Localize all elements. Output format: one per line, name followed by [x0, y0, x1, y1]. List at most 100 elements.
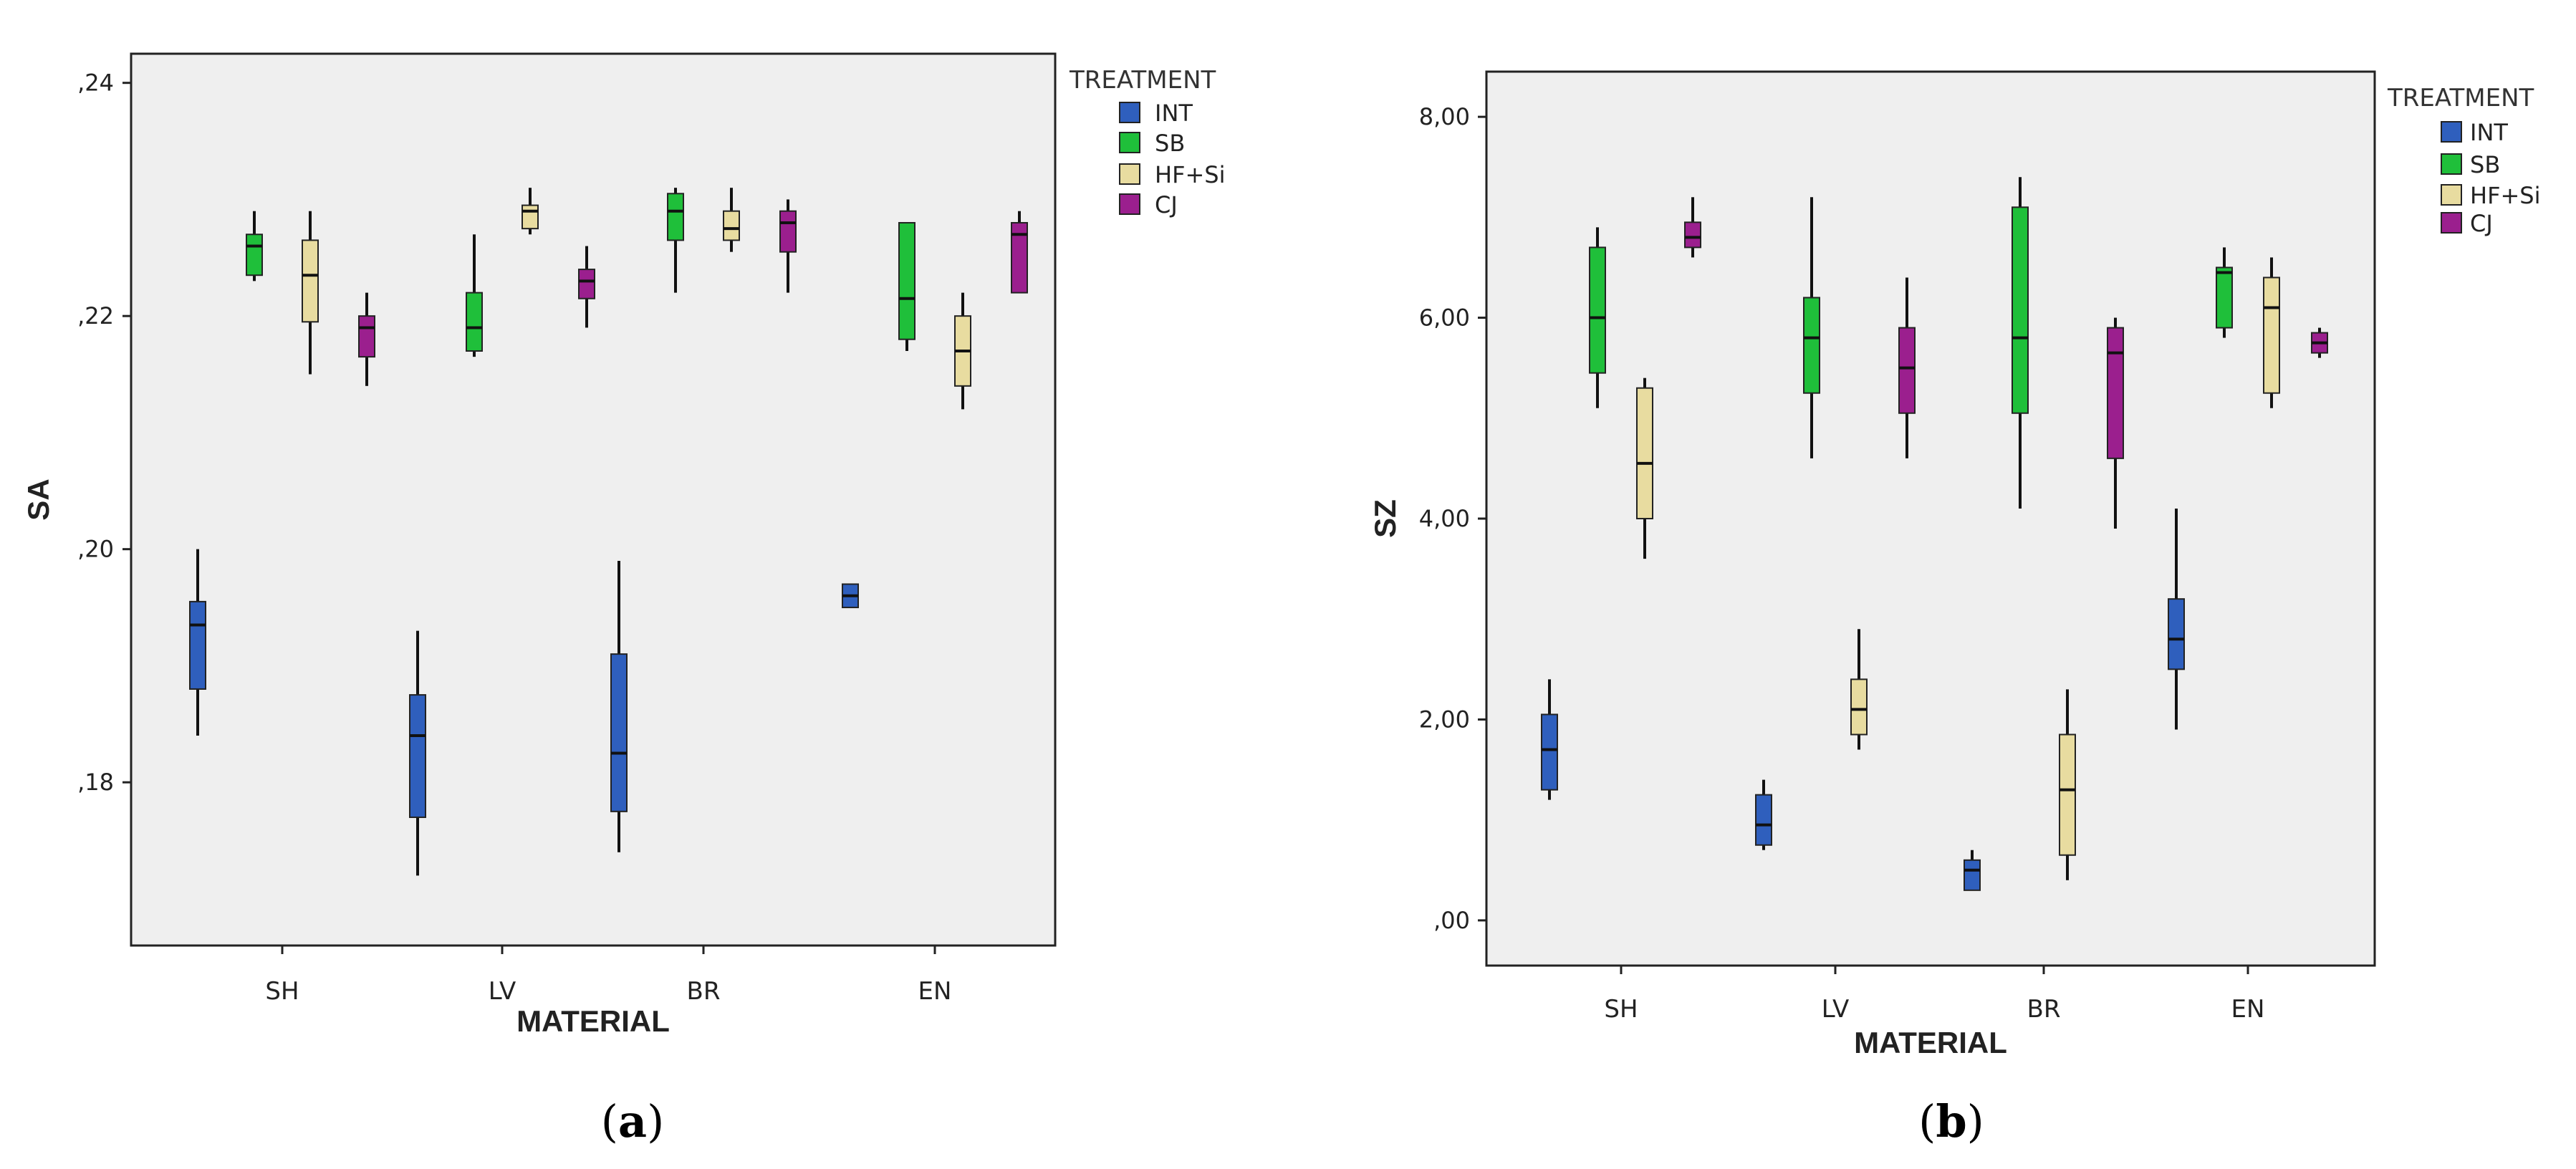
panel-a-y-tick-label: ,22	[77, 302, 114, 329]
panel-b-box-iqr	[2107, 327, 2124, 459]
panel-a-box-iqr	[409, 694, 426, 818]
panel-a-y-tick-label: ,20	[77, 536, 114, 563]
panel-b-legend-label: INT	[2470, 119, 2508, 146]
panel-b-box-cj-br	[2107, 317, 2124, 529]
panel-a-box-int-sh	[189, 549, 206, 736]
panel-b-box-iqr	[2012, 206, 2029, 414]
panel-b-y-tick-label: 4,00	[1419, 505, 1470, 532]
panel-a-box-sb-br	[667, 188, 684, 293]
panel-a-box-sb-en	[898, 221, 915, 351]
panel-a-x-tick-label: BR	[687, 977, 721, 1006]
panel-b-y-tick-label: 2,00	[1419, 706, 1470, 733]
panel-b-y-tick-label: 8,00	[1419, 103, 1470, 130]
panel-a-caption-open: (	[601, 1095, 618, 1148]
panel-a-box-hfsi-br	[723, 188, 740, 252]
panel-b-box-cj-lv	[1898, 277, 1916, 458]
panel-a-box-int-lv	[409, 630, 426, 876]
panel-b-y-tick-label: 6,00	[1419, 304, 1470, 332]
panel-a-box-iqr	[522, 204, 539, 230]
panel-a-box-int-br	[610, 560, 628, 852]
panel-a-x-tick-label: LV	[489, 977, 516, 1006]
panel-a-box-sb-sh	[246, 211, 263, 282]
panel-a-y-tick-label: ,24	[77, 69, 114, 97]
panel-b-caption: (b)	[1918, 1095, 1984, 1148]
panel-a-box-iqr	[189, 600, 206, 690]
panel-b-legend-swatch	[2441, 184, 2462, 206]
panel-b-x-tick-label: LV	[1822, 995, 1849, 1024]
panel-a-x-axis-title: MATERIAL	[516, 1004, 670, 1038]
panel-a-legend-title: TREATMENT	[1069, 66, 1216, 95]
panel-a-box-iqr	[578, 269, 595, 299]
panel-a-legend-label: INT	[1155, 100, 1193, 127]
panel-a-box-iqr	[246, 234, 263, 276]
panel-b-caption-open: (	[1918, 1095, 1936, 1148]
panel-a-legend-label: HF+Si	[1155, 161, 1225, 188]
panel-a-caption: (a)	[601, 1095, 665, 1148]
panel-b-caption-letter: b	[1936, 1095, 1966, 1148]
panel-b-x-tick-label: SH	[1604, 995, 1638, 1024]
panel-b-box-iqr	[1755, 794, 1772, 846]
panel-b-box-iqr	[2168, 598, 2185, 670]
panel-a-box-cj-lv	[578, 246, 595, 328]
panel-b-box-iqr	[2059, 733, 2076, 856]
panel-a-box-iqr	[610, 653, 628, 812]
panel-b-box-iqr	[1964, 859, 1981, 891]
panel-a-legend-swatch	[1119, 163, 1140, 185]
panel-b-y-axis-title: SZ	[1368, 499, 1402, 538]
panel-b-x-tick-label: EN	[2231, 995, 2265, 1024]
panel-b-box-cj-sh	[1684, 197, 1701, 258]
panel-a-box-cj-sh	[358, 292, 375, 386]
panel-b-box-sb-br	[2012, 177, 2029, 509]
panel-a-box-cj-en	[1011, 211, 1028, 294]
panel-a-legend-swatch	[1119, 193, 1140, 215]
panel-a-box-iqr	[466, 292, 483, 352]
panel-b-box-iqr	[1684, 221, 1701, 249]
panel-b-box-int-lv	[1755, 779, 1772, 850]
panel-b-x-tick-label: BR	[2027, 995, 2061, 1024]
panel-a-legend-swatch	[1119, 102, 1140, 123]
panel-a-box-cj-br	[779, 199, 797, 293]
panel-b-legend-swatch	[2441, 212, 2462, 234]
panel-b-box-hfsi-lv	[1850, 629, 1868, 750]
panel-b-box-cj-en	[2311, 327, 2328, 358]
panel-b-box-iqr	[1541, 713, 1558, 791]
panel-a-legend-label: CJ	[1155, 191, 1178, 218]
panel-b-box-sb-sh	[1589, 227, 1606, 408]
panel-a-box-hfsi-lv	[522, 188, 539, 235]
panel-a-box-hfsi-en	[954, 292, 971, 410]
panel-b-box-iqr	[1850, 678, 1868, 736]
panel-a-box-iqr	[302, 239, 319, 323]
panel-a-box-iqr	[779, 210, 797, 253]
panel-a-caption-close: )	[647, 1095, 664, 1148]
panel-b-box-iqr	[1803, 297, 1820, 394]
panel-b-legend-swatch	[2441, 153, 2462, 175]
panel-b-legend-label: HF+Si	[2470, 182, 2540, 209]
panel-b-box-int-sh	[1541, 679, 1558, 800]
panel-a-caption-letter: a	[618, 1095, 647, 1148]
panel-a-plot-area	[130, 52, 1057, 947]
panel-a-box-iqr	[1011, 221, 1028, 294]
panel-a-box-hfsi-sh	[302, 211, 319, 375]
panel-a-box-iqr	[723, 210, 740, 241]
panel-b-box-hfsi-br	[2059, 689, 2076, 880]
panel-b-x-axis-title: MATERIAL	[1854, 1026, 2007, 1059]
panel-b-legend-label: SB	[2470, 151, 2500, 178]
panel-a-box-iqr	[898, 221, 915, 340]
panel-a-x-tick-label: EN	[918, 977, 952, 1006]
panel-b-box-hfsi-en	[2263, 257, 2280, 408]
panel-b-box-iqr	[2263, 276, 2280, 394]
panel-b-plot-area	[1485, 70, 2376, 967]
panel-b-box-iqr	[1898, 327, 1916, 414]
panel-a-x-tick-label: SH	[265, 977, 299, 1006]
panel-b-box-int-en	[2168, 508, 2185, 730]
panel-b-caption-close: )	[1967, 1095, 1984, 1148]
panel-b-box-iqr	[1589, 246, 1606, 374]
panel-b-box-sb-en	[2216, 247, 2233, 338]
panel-a-y-tick-label: ,18	[77, 769, 114, 796]
panel-b-box-iqr	[1636, 387, 1653, 520]
panel-b-box-sb-lv	[1803, 197, 1820, 458]
panel-b-box-hfsi-sh	[1636, 377, 1653, 559]
panel-b-box-int-br	[1964, 850, 1981, 891]
panel-b-legend-swatch	[2441, 121, 2462, 143]
